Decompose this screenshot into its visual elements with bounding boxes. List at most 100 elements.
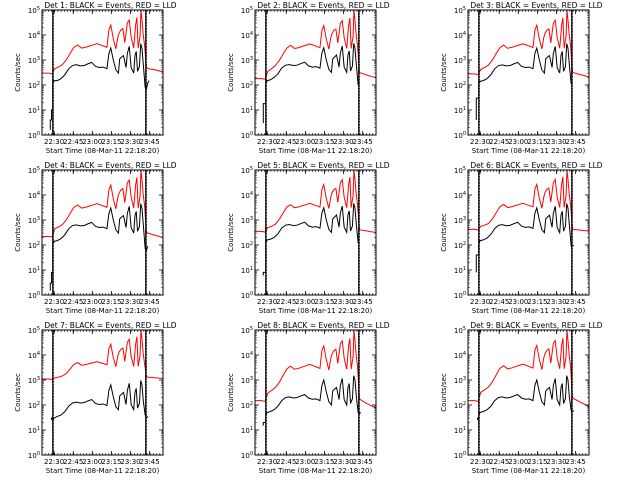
x-axis-label: Start Time (08-Mar-11 22:18:20) — [259, 307, 373, 315]
plot-frame — [467, 169, 590, 296]
x-axis-label: Start Time (08-Mar-11 22:18:20) — [259, 147, 373, 155]
x-tick-label: 23:30 — [120, 458, 140, 466]
x-tick-label: 23:00 — [82, 458, 102, 466]
x-axis-label: Start Time (08-Mar-11 22:18:20) — [46, 307, 160, 315]
y-tick-label: 103 — [28, 376, 40, 385]
x-tick-label: 23:00 — [508, 138, 528, 146]
x-tick-label: 23:45 — [140, 458, 160, 466]
chart-title: Det 1: BLACK = Events, RED = LLD — [44, 1, 176, 10]
x-tick-label: 22:45 — [489, 458, 509, 466]
y-tick-label: 100 — [241, 291, 253, 300]
chart-title: Det 4: BLACK = Events, RED = LLD — [44, 161, 176, 170]
x-tick-label: 23:45 — [566, 138, 586, 146]
x-tick-label: 23:30 — [546, 458, 566, 466]
x-tick-label: 23:00 — [82, 298, 102, 306]
x-tick-label: 23:15 — [527, 138, 547, 146]
plot-frame — [467, 9, 590, 136]
lld-series-line — [468, 329, 590, 408]
plot-frame — [254, 9, 377, 136]
y-tick-label: 104 — [28, 31, 40, 40]
chart-title: Det 6: BLACK = Events, RED = LLD — [470, 161, 602, 170]
x-tick-label: 22:30 — [470, 138, 490, 146]
x-tick-label: 22:45 — [489, 138, 509, 146]
y-tick-label: 101 — [454, 106, 466, 115]
y-tick-label: 102 — [454, 241, 466, 250]
y-tick-label: 102 — [454, 81, 466, 90]
y-axis-label: Counts/sec — [227, 53, 235, 92]
lld-series-line — [42, 9, 164, 75]
y-tick-label: 100 — [241, 131, 253, 140]
y-tick-label: 105 — [241, 166, 253, 175]
y-axis-label: Counts/sec — [227, 213, 235, 252]
lld-series-line — [255, 169, 377, 233]
y-tick-label: 103 — [241, 376, 253, 385]
x-axis-label: Start Time (08-Mar-11 22:18:20) — [46, 147, 160, 155]
x-tick-label: 22:45 — [63, 138, 83, 146]
events-series-line — [49, 203, 149, 291]
y-tick-label: 104 — [241, 351, 253, 360]
y-tick-label: 101 — [28, 426, 40, 435]
x-tick-label: 23:15 — [101, 298, 121, 306]
y-tick-label: 105 — [454, 166, 466, 175]
x-tick-label: 23:00 — [82, 138, 102, 146]
y-tick-label: 104 — [454, 351, 466, 360]
y-tick-label: 103 — [454, 376, 466, 385]
y-axis-label: Counts/sec — [14, 53, 22, 92]
y-tick-label: 102 — [28, 81, 40, 90]
chart-title: Det 3: BLACK = Events, RED = LLD — [470, 1, 602, 10]
y-tick-label: 103 — [454, 56, 466, 65]
events-series-line — [262, 203, 359, 276]
x-tick-label: 23:30 — [333, 138, 353, 146]
x-tick-label: 23:15 — [314, 138, 334, 146]
plot-frame — [254, 169, 377, 296]
y-tick-label: 103 — [241, 56, 253, 65]
plot-frame — [41, 9, 164, 136]
lld-series-line — [468, 169, 590, 232]
x-tick-label: 22:30 — [470, 298, 490, 306]
y-tick-label: 105 — [28, 326, 40, 335]
y-axis-label: Counts/sec — [14, 213, 22, 252]
y-axis-label: Counts/sec — [14, 373, 22, 412]
y-tick-label: 105 — [28, 166, 40, 175]
plot-frame — [254, 329, 377, 456]
y-tick-label: 102 — [241, 241, 253, 250]
y-tick-label: 102 — [28, 401, 40, 410]
y-tick-label: 104 — [28, 191, 40, 200]
y-tick-label: 105 — [241, 6, 253, 15]
y-tick-label: 100 — [454, 291, 466, 300]
x-tick-label: 22:45 — [489, 298, 509, 306]
x-tick-label: 23:45 — [566, 298, 586, 306]
y-axis-label: Counts/sec — [440, 53, 448, 92]
x-tick-label: 23:15 — [101, 458, 121, 466]
x-tick-label: 23:30 — [333, 458, 353, 466]
y-tick-label: 100 — [28, 131, 40, 140]
x-tick-label: 23:00 — [295, 298, 315, 306]
x-tick-label: 23:15 — [314, 458, 334, 466]
lld-series-line — [255, 329, 377, 409]
y-tick-label: 100 — [28, 291, 40, 300]
events-series-line — [262, 375, 362, 426]
y-tick-label: 101 — [454, 426, 466, 435]
y-tick-label: 105 — [454, 326, 466, 335]
x-tick-label: 23:30 — [546, 298, 566, 306]
y-tick-label: 104 — [241, 191, 253, 200]
x-tick-label: 23:30 — [333, 298, 353, 306]
y-tick-label: 104 — [28, 351, 40, 360]
y-tick-label: 102 — [28, 241, 40, 250]
x-tick-label: 22:30 — [44, 138, 64, 146]
chart-title: Det 8: BLACK = Events, RED = LLD — [257, 321, 389, 330]
y-tick-label: 102 — [241, 81, 253, 90]
x-tick-label: 23:00 — [295, 138, 315, 146]
x-tick-label: 22:45 — [276, 138, 296, 146]
y-tick-label: 103 — [28, 216, 40, 225]
plot-frame — [467, 329, 590, 456]
y-tick-label: 101 — [28, 106, 40, 115]
